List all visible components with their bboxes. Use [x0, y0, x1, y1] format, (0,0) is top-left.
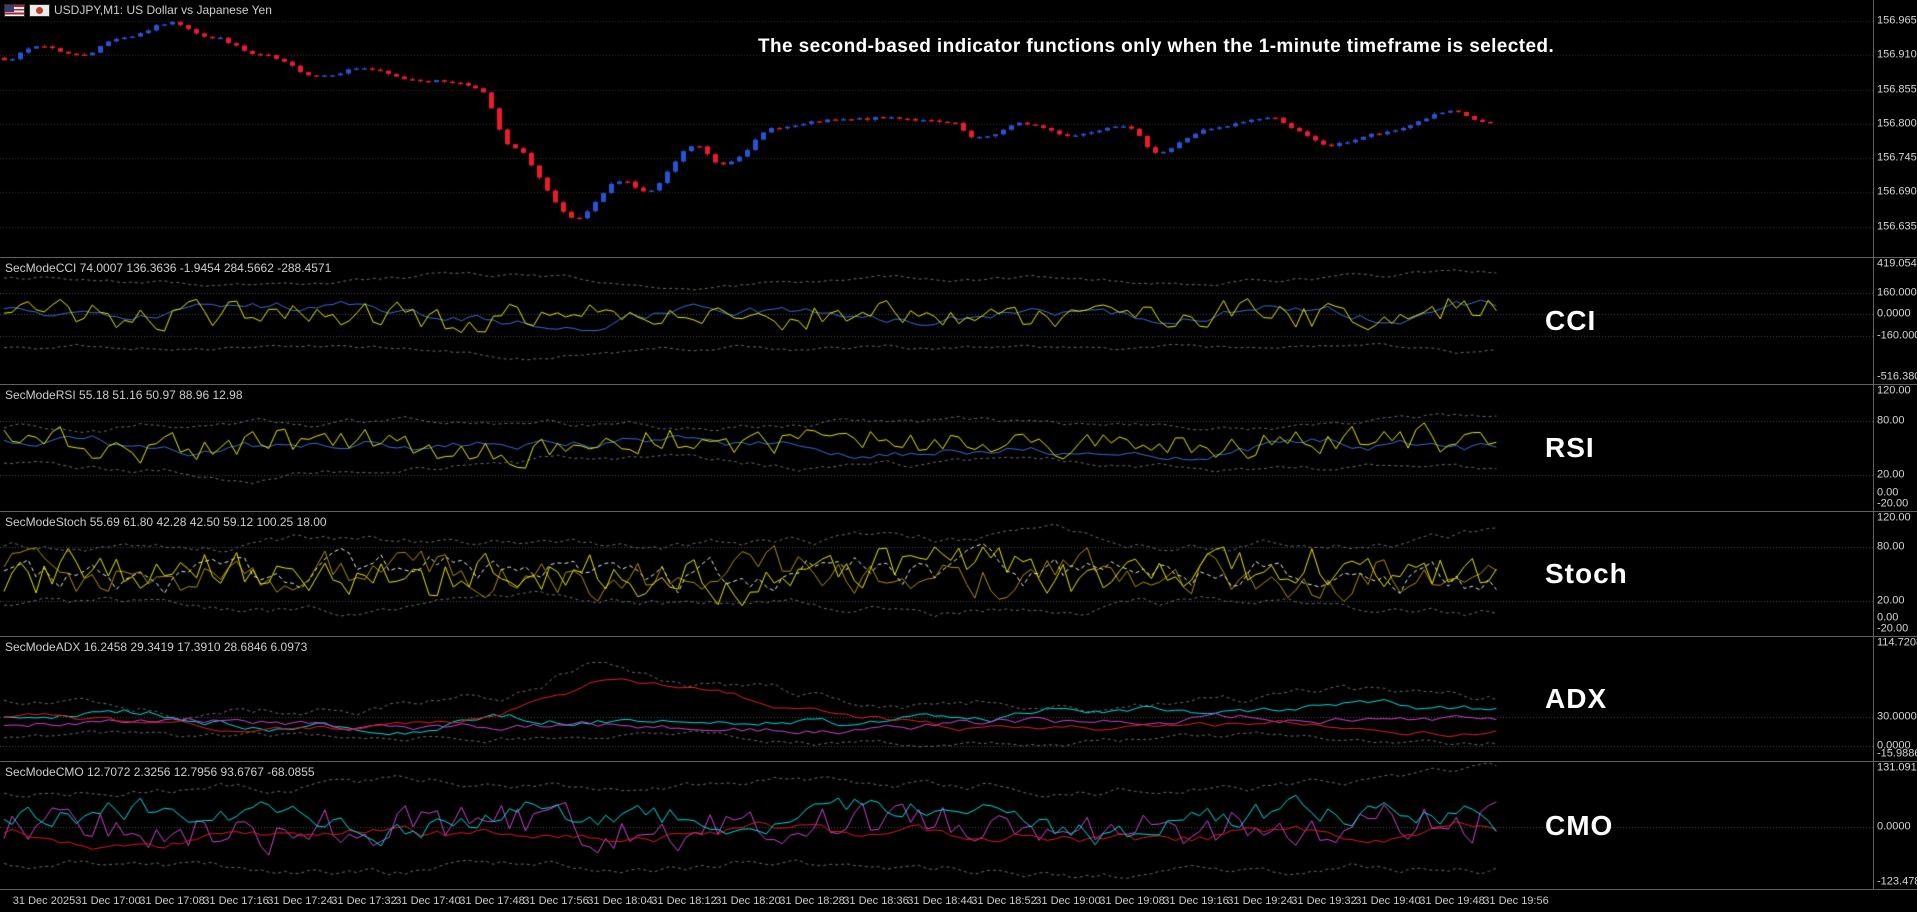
cmo-big-label: CMO	[1545, 809, 1614, 841]
axis-value-label: 114.7208	[1877, 636, 1917, 649]
cci-chart-canvas[interactable]	[0, 258, 1873, 384]
time-axis-label: 31 Dec 17:16	[203, 895, 269, 907]
time-axis-label: 31 Dec 17:48	[459, 895, 525, 907]
axis-value-label: 156.635	[1877, 220, 1917, 232]
annotation-text: The second-based indicator functions onl…	[758, 36, 1555, 57]
time-axis-label: 31 Dec 17:08	[139, 895, 205, 907]
time-axis-label: 31 Dec 19:24	[1227, 895, 1293, 907]
stoch-chart-canvas[interactable]	[0, 512, 1873, 636]
rsi-big-label: RSI	[1545, 432, 1595, 463]
axis-value-label: 0.0000	[1877, 739, 1911, 752]
axis-value-label: -20.00	[1877, 622, 1909, 635]
axis-value-label: 0.00	[1877, 486, 1899, 499]
adx-axis[interactable]: 114.7208 30.0000 0.0000-15.9886	[1873, 637, 1917, 761]
adx-indicator-panel: SecModeADX 16.2458 29.3419 17.3910 28.68…	[0, 637, 1917, 762]
axis-value-label: -15.9886	[1877, 747, 1917, 760]
time-axis-label: 31 Dec 18:20	[715, 895, 781, 907]
rsi-header: SecModeRSI 55.18 51.16 50.97 88.96 12.98	[5, 388, 243, 402]
time-axis-label: 31 Dec 19:56	[1483, 895, 1549, 907]
axis-value-label: 156.965	[1877, 14, 1917, 27]
cci-big-label: CCI	[1545, 305, 1597, 336]
main-chart-panel: USDJPY,M1: US Dollar vs Japanese Yen The…	[0, 0, 1917, 258]
cci-header: SecModeCCI 74.0007 136.3636 -1.9454 284.…	[5, 261, 332, 275]
cci-indicator-panel: SecModeCCI 74.0007 136.3636 -1.9454 284.…	[0, 258, 1917, 385]
cmo-plot: SecModeCMO 12.7072 2.3256 12.7956 93.676…	[0, 762, 1873, 889]
time-axis-label: 31 Dec 17:00	[75, 895, 141, 907]
time-axis-label: 31 Dec 18:36	[843, 895, 909, 907]
adx-plot: SecModeADX 16.2458 29.3419 17.3910 28.68…	[0, 637, 1873, 761]
cmo-chart-canvas[interactable]	[0, 762, 1873, 889]
time-axis-label: 31 Dec 18:04	[587, 895, 653, 907]
adx-header: SecModeADX 16.2458 29.3419 17.3910 28.68…	[5, 640, 308, 654]
japan-flag-icon	[29, 3, 50, 17]
cci-plot: SecModeCCI 74.0007 136.3636 -1.9454 284.…	[0, 258, 1873, 384]
main-chart-plot: USDJPY,M1: US Dollar vs Japanese Yen The…	[0, 0, 1873, 257]
time-axis-label: 31 Dec 17:24	[267, 895, 333, 907]
time-axis[interactable]: 31 Dec 2025 31 Dec 17:00 31 Dec 17:08 31 De…	[0, 890, 1917, 912]
cmo-header: SecModeCMO 12.7072 2.3256 12.7956 93.676…	[5, 765, 315, 779]
price-axis[interactable]: 156.965 156.910 156.855 156.800 156.745 156.6…	[1873, 0, 1917, 257]
cmo-indicator-panel: SecModeCMO 12.7072 2.3256 12.7956 93.676…	[0, 762, 1917, 890]
rsi-axis[interactable]: 120.00 80.00 20.00 0.00 -20.00	[1873, 385, 1917, 511]
time-axis-label: 31 Dec 19:40	[1355, 895, 1421, 907]
time-axis-label: 31 Dec 18:28	[779, 895, 845, 907]
time-axis-label: 31 Dec 19:48	[1419, 895, 1485, 907]
stoch-indicator-panel: SecModeStoch 55.69 61.80 42.28 42.50 59.…	[0, 512, 1917, 637]
time-axis-label: 31 Dec 2025	[12, 895, 76, 907]
axis-value-label: 156.690	[1877, 185, 1917, 198]
axis-value-label: 20.00	[1877, 468, 1905, 481]
axis-value-label: -20.00	[1877, 497, 1909, 510]
axis-value-label: 156.745	[1877, 151, 1917, 164]
rsi-plot: SecModeRSI 55.18 51.16 50.97 88.96 12.98…	[0, 385, 1873, 511]
us-flag-icon	[4, 3, 25, 17]
stoch-axis[interactable]: 120.00 80.00 20.00 0.00 -20.00	[1873, 512, 1917, 636]
time-axis-label: 31 Dec 19:16	[1163, 895, 1229, 907]
time-axis-label: 31 Dec 17:56	[523, 895, 589, 907]
axis-value-label: 156.800	[1877, 117, 1917, 130]
axis-value-label: 80.00	[1877, 414, 1905, 427]
adx-chart-canvas[interactable]	[0, 637, 1873, 761]
axis-value-label: 160.0000	[1877, 286, 1917, 299]
axis-value-label: 120.00	[1877, 511, 1911, 524]
symbol-title: USDJPY,M1: US Dollar vs Japanese Yen	[54, 3, 272, 17]
axis-value-label: 156.855	[1877, 83, 1917, 96]
axis-value-label: 30.0000	[1877, 710, 1917, 723]
axis-value-label: -516.3801	[1877, 370, 1917, 383]
axis-value-label: 0.00	[1877, 611, 1899, 624]
stoch-plot: SecModeStoch 55.69 61.80 42.28 42.50 59.…	[0, 512, 1873, 636]
axis-value-label: -123.4781	[1877, 875, 1917, 888]
axis-value-label: 156.910	[1877, 48, 1917, 61]
stoch-big-label: Stoch	[1545, 558, 1628, 589]
axis-value-label: 0.0000	[1877, 820, 1911, 833]
stoch-header: SecModeStoch 55.69 61.80 42.28 42.50 59.…	[5, 515, 327, 529]
time-axis-label: 31 Dec 18:44	[907, 895, 973, 907]
time-axis-label: 31 Dec 19:00	[1035, 895, 1101, 907]
axis-value-label: 419.0545	[1877, 257, 1917, 270]
time-axis-label: 31 Dec 19:32	[1291, 895, 1357, 907]
time-axis-label: 31 Dec 18:52	[971, 895, 1037, 907]
axis-value-label: -160.0000	[1877, 329, 1917, 342]
axis-value-label: 131.0915	[1877, 761, 1917, 774]
cmo-axis[interactable]: 131.0915 0.0000 -123.4781	[1873, 762, 1917, 889]
adx-big-label: ADX	[1545, 683, 1608, 714]
axis-value-label: 20.00	[1877, 594, 1905, 607]
chart-header: USDJPY,M1: US Dollar vs Japanese Yen	[4, 3, 272, 17]
time-axis-label: 31 Dec 17:40	[395, 895, 461, 907]
rsi-chart-canvas[interactable]	[0, 385, 1873, 511]
rsi-indicator-panel: SecModeRSI 55.18 51.16 50.97 88.96 12.98…	[0, 385, 1917, 512]
cci-axis[interactable]: 419.0545 160.0000 0.0000 -160.0000 -516.3801	[1873, 258, 1917, 384]
candlestick-chart-canvas[interactable]	[0, 0, 1873, 257]
axis-value-label: 0.0000	[1877, 307, 1911, 320]
time-axis-label: 31 Dec 18:12	[651, 895, 717, 907]
time-axis-label: 31 Dec 17:32	[331, 895, 397, 907]
time-axis-label: 31 Dec 19:08	[1099, 895, 1165, 907]
axis-value-label: 120.00	[1877, 384, 1911, 397]
axis-value-label: 80.00	[1877, 540, 1905, 553]
